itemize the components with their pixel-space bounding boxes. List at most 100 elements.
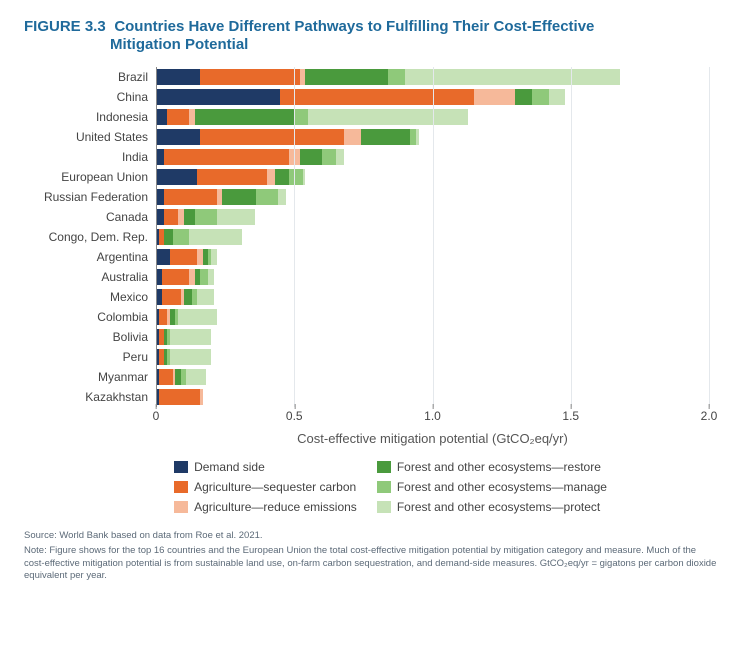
bar-segment-forest_restore xyxy=(300,149,322,165)
bar-row: Mexico xyxy=(24,287,709,307)
category-label: Indonesia xyxy=(24,110,156,124)
bar-segment-forest_manage xyxy=(294,109,308,125)
plot-area xyxy=(156,227,709,247)
x-tick: 0 xyxy=(153,409,160,423)
stacked-bar xyxy=(156,209,709,225)
legend-item: Forest and other ecosystems—protect xyxy=(377,500,607,514)
bar-row: Kazakhstan xyxy=(24,387,709,407)
bar-segment-ag_seq xyxy=(200,129,344,145)
plot-area xyxy=(156,67,709,87)
bar-row: Brazil xyxy=(24,67,709,87)
x-axis-ticks: 00.51.01.52.0 xyxy=(156,409,709,425)
bar-segment-forest_protect xyxy=(186,369,205,385)
bar-segment-forest_restore xyxy=(184,209,195,225)
bar-row: European Union xyxy=(24,167,709,187)
legend-label: Forest and other ecosystems—protect xyxy=(397,500,600,514)
bar-row: Canada xyxy=(24,207,709,227)
x-tick-label: 1.5 xyxy=(562,409,579,423)
legend-label: Agriculture—sequester carbon xyxy=(194,480,356,494)
bar-segment-forest_restore xyxy=(195,109,295,125)
note-line: Note: Figure shows for the top 16 countr… xyxy=(24,545,717,583)
bar-segment-forest_protect xyxy=(170,349,211,365)
bar-row: India xyxy=(24,147,709,167)
stacked-bar xyxy=(156,149,709,165)
bar-segment-demand xyxy=(156,209,164,225)
bar-segment-forest_restore xyxy=(164,229,172,245)
bar-segment-forest_manage xyxy=(532,89,549,105)
bar-segment-forest_restore xyxy=(275,169,289,185)
bar-segment-ag_seq xyxy=(280,89,474,105)
bar-segment-demand xyxy=(156,89,280,105)
legend-item: Demand side xyxy=(174,460,357,474)
bar-segment-forest_protect xyxy=(217,209,256,225)
bar-segment-ag_seq xyxy=(162,269,190,285)
legend-column-right: Forest and other ecosystems—restore Fores… xyxy=(377,460,607,514)
bar-segment-ag_reduce xyxy=(289,149,300,165)
legend-swatch xyxy=(377,481,391,493)
bar-row: Bolivia xyxy=(24,327,709,347)
bar-segment-forest_manage xyxy=(289,169,303,185)
bar-row: China xyxy=(24,87,709,107)
bar-rows: BrazilChina Indonesia United States IndiaEu… xyxy=(24,67,709,407)
stacked-bar xyxy=(156,109,709,125)
bar-row: Russian Federation xyxy=(24,187,709,207)
bar-segment-ag_seq xyxy=(159,389,200,405)
plot-area xyxy=(156,247,709,267)
x-tick-label: 0 xyxy=(153,409,160,423)
x-tick-label: 2.0 xyxy=(701,409,718,423)
bar-segment-ag_reduce xyxy=(200,389,203,405)
legend-label: Forest and other ecosystems—manage xyxy=(397,480,607,494)
legend-swatch xyxy=(377,461,391,473)
stacked-bar xyxy=(156,189,709,205)
bar-segment-forest_manage xyxy=(195,209,217,225)
bar-segment-forest_manage xyxy=(322,149,336,165)
bar-segment-demand xyxy=(156,249,170,265)
bar-segment-demand xyxy=(156,69,200,85)
plot-area xyxy=(156,107,709,127)
bar-segment-forest_protect xyxy=(197,289,214,305)
category-label: Kazakhstan xyxy=(24,390,156,404)
category-label: United States xyxy=(24,130,156,144)
bar-row: Argentina xyxy=(24,247,709,267)
x-axis-label: Cost-effective mitigation potential (GtC… xyxy=(24,431,709,446)
plot-area xyxy=(156,147,709,167)
category-label: Bolivia xyxy=(24,330,156,344)
bar-segment-forest_protect xyxy=(308,109,468,125)
legend-swatch xyxy=(174,501,188,513)
stacked-bar xyxy=(156,69,709,85)
legend-item: Forest and other ecosystems—restore xyxy=(377,460,607,474)
stacked-bar xyxy=(156,369,709,385)
chart: BrazilChina Indonesia United States IndiaEu… xyxy=(24,67,709,446)
bar-row: United States xyxy=(24,127,709,147)
bar-segment-forest_protect xyxy=(549,89,566,105)
figure-notes: Source: World Bank based on data from Ro… xyxy=(24,530,717,583)
figure-title-line1: Countries Have Different Pathways to Ful… xyxy=(110,18,594,35)
bar-segment-ag_seq xyxy=(167,109,189,125)
bar-segment-ag_seq xyxy=(164,149,288,165)
figure-title-line2: Mitigation Potential xyxy=(110,36,717,53)
category-label: Mexico xyxy=(24,290,156,304)
bar-segment-ag_seq xyxy=(164,189,217,205)
bar-row: Myanmar xyxy=(24,367,709,387)
bar-segment-forest_manage xyxy=(388,69,405,85)
legend: Demand sideAgriculture—sequester carbonA… xyxy=(24,460,717,514)
stacked-bar xyxy=(156,269,709,285)
category-label: Australia xyxy=(24,270,156,284)
bar-segment-demand xyxy=(156,129,200,145)
plot-area xyxy=(156,167,709,187)
stacked-bar xyxy=(156,169,709,185)
bar-segment-ag_seq xyxy=(159,309,167,325)
bar-row: Colombia xyxy=(24,307,709,327)
bar-segment-forest_restore xyxy=(222,189,255,205)
bar-segment-ag_seq xyxy=(159,369,173,385)
plot-area xyxy=(156,367,709,387)
bar-segment-forest_restore xyxy=(515,89,532,105)
bar-segment-forest_protect xyxy=(211,249,217,265)
stacked-bar xyxy=(156,129,709,145)
bar-segment-forest_protect xyxy=(303,169,306,185)
bar-segment-ag_seq xyxy=(197,169,266,185)
bar-segment-demand xyxy=(156,149,164,165)
plot-area xyxy=(156,347,709,367)
bar-segment-forest_manage xyxy=(173,229,190,245)
legend-item: Agriculture—sequester carbon xyxy=(174,480,357,494)
